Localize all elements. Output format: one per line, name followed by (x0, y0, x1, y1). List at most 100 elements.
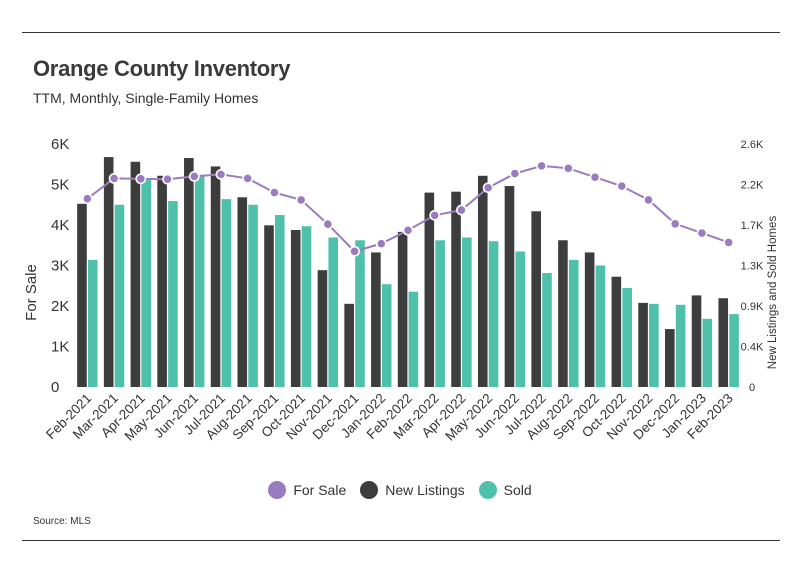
bar-new-listings (237, 197, 248, 387)
point-for-sale (669, 218, 681, 230)
bar-sold (381, 284, 392, 387)
bar-sold (87, 259, 98, 387)
bar-new-listings (558, 240, 568, 387)
point-for-sale (375, 238, 387, 250)
bar-sold (702, 318, 713, 387)
point-for-sale (268, 187, 280, 198)
y-tick-label: 0 (51, 379, 59, 396)
bar-new-listings (691, 295, 702, 387)
point-for-sale (162, 173, 173, 185)
bar-new-listings (210, 166, 221, 387)
bar-sold (141, 178, 151, 387)
bar-sold (568, 259, 579, 387)
bar-sold (194, 174, 205, 387)
point-for-sale (188, 170, 200, 182)
y-tick-label: 6K (51, 136, 69, 153)
y2-tick-label: 0 (749, 382, 755, 394)
bar-sold (729, 314, 739, 387)
y-axis-title: For Sale (23, 264, 40, 321)
y-tick-label: 4K (51, 217, 69, 234)
point-for-sale (509, 168, 521, 179)
point-for-sale (723, 237, 735, 248)
legend-item-sold[interactable]: Sold (478, 481, 532, 499)
legend-swatch-new-listings (360, 481, 379, 499)
bar-sold (595, 265, 606, 387)
bar-new-listings (397, 231, 408, 387)
legend-label-new-listings: New Listings (385, 482, 465, 498)
point-for-sale (456, 204, 467, 216)
bar-new-listings (317, 270, 328, 387)
line-for-sale (86, 164, 729, 253)
legend-swatch-sold (478, 481, 497, 499)
bar-new-listings (424, 192, 435, 387)
point-for-sale (81, 193, 93, 205)
chart-legend: For Sale New Listings Sold (0, 481, 800, 499)
y2-tick-label: 1.3K (741, 261, 764, 273)
point-for-sale (589, 171, 601, 183)
y2-tick-label: 2.2K (741, 180, 764, 192)
point-for-sale (108, 173, 120, 184)
bar-sold (221, 199, 232, 387)
bar-new-listings (611, 276, 622, 387)
point-for-sale (429, 209, 441, 221)
bar-sold (301, 226, 312, 387)
bar-sold (168, 201, 178, 387)
chart-title: Orange County Inventory (33, 56, 291, 81)
point-for-sale (135, 173, 147, 185)
y2-tick-label: 0.4K (741, 342, 764, 354)
bar-sold (435, 240, 445, 387)
bar-new-listings (264, 225, 274, 387)
legend-item-for-sale[interactable]: For Sale (268, 481, 346, 499)
point-for-sale (242, 173, 254, 184)
y2-tick-label: 0.9K (741, 301, 764, 313)
bar-sold (488, 241, 499, 387)
legend-item-new-listings[interactable]: New Listings (360, 481, 465, 499)
point-for-sale (482, 182, 494, 194)
y2-axis-title: New Listings and Sold Homes (767, 216, 779, 370)
bar-new-listings (103, 157, 114, 387)
y-tick-label: 3K (51, 258, 69, 275)
bar-new-listings (290, 229, 301, 387)
bar-sold (114, 204, 125, 387)
point-for-sale (215, 168, 227, 180)
point-for-sale (536, 160, 547, 172)
point-for-sale (295, 194, 307, 206)
bar-sold (355, 240, 365, 387)
y-tick-label: 5K (51, 177, 69, 194)
bar-new-listings (371, 252, 381, 387)
bar-new-listings (130, 161, 141, 387)
bar-sold (542, 272, 552, 387)
bar-new-listings (718, 298, 729, 387)
bar-sold (248, 204, 258, 387)
point-for-sale (402, 224, 414, 236)
point-for-sale (643, 194, 654, 206)
bar-new-listings (531, 211, 541, 387)
y2-tick-label: 2.6K (741, 139, 764, 151)
legend-label-for-sale: For Sale (293, 482, 347, 498)
bar-new-listings (477, 175, 488, 387)
bar-sold (649, 303, 659, 387)
bar-sold (675, 304, 686, 387)
point-for-sale (349, 245, 360, 257)
legend-label-sold: Sold (503, 482, 532, 498)
legend-swatch-for-sale (268, 481, 287, 499)
bar-new-listings (157, 175, 167, 387)
bar-new-listings (451, 191, 461, 387)
bar-sold (622, 287, 632, 387)
y2-tick-label: 1.7K (741, 220, 764, 232)
bar-sold (275, 215, 285, 387)
bar-new-listings (344, 303, 354, 387)
bar-new-listings (77, 203, 87, 387)
bar-new-listings (638, 302, 648, 387)
bar-sold (515, 251, 526, 387)
source-note: Source: MLS (33, 516, 91, 527)
y-tick-label: 1K (51, 339, 69, 356)
point-for-sale (322, 218, 334, 230)
bar-new-listings (665, 329, 675, 387)
bar-sold (462, 237, 472, 387)
chart-subtitle: TTM, Monthly, Single-Family Homes (33, 90, 259, 106)
y-tick-label: 2K (51, 298, 69, 315)
bar-sold (408, 291, 419, 387)
bar-new-listings (504, 186, 515, 387)
